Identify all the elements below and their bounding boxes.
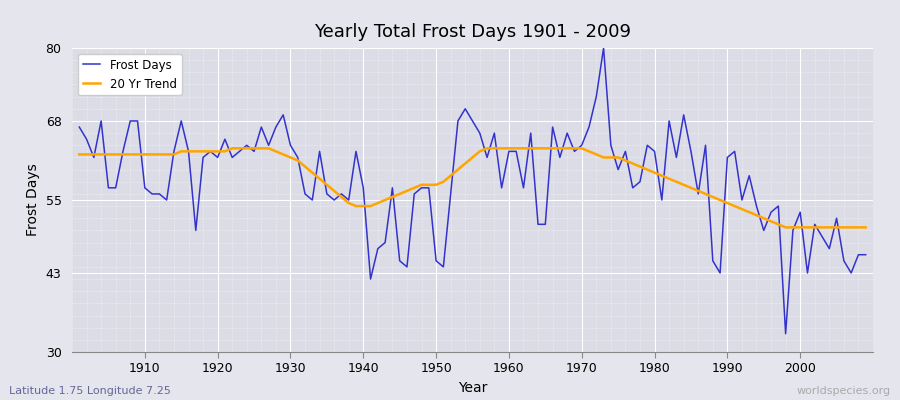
Frost Days [780, 331, 791, 336]
20 Yr Trend [343, 201, 354, 206]
Y-axis label: Frost Days: Frost Days [26, 164, 40, 236]
20 Yr Trend [300, 164, 310, 169]
Frost Days [74, 125, 85, 130]
Line: Frost Days: Frost Days [79, 48, 866, 334]
Frost Days [860, 252, 871, 257]
20 Yr Trend [780, 225, 791, 230]
Text: worldspecies.org: worldspecies.org [796, 386, 891, 396]
Frost Days [336, 192, 346, 196]
20 Yr Trend [511, 146, 522, 151]
Line: 20 Yr Trend: 20 Yr Trend [79, 148, 866, 227]
Frost Days [132, 118, 143, 123]
20 Yr Trend [598, 155, 609, 160]
Frost Days [292, 155, 303, 160]
20 Yr Trend [503, 146, 514, 151]
X-axis label: Year: Year [458, 381, 487, 395]
Title: Yearly Total Frost Days 1901 - 2009: Yearly Total Frost Days 1901 - 2009 [314, 23, 631, 41]
Frost Days [591, 94, 602, 99]
20 Yr Trend [74, 152, 85, 157]
Frost Days [598, 46, 609, 50]
Frost Days [496, 186, 507, 190]
20 Yr Trend [860, 225, 871, 230]
Text: Latitude 1.75 Longitude 7.25: Latitude 1.75 Longitude 7.25 [9, 386, 171, 396]
20 Yr Trend [227, 146, 238, 151]
20 Yr Trend [132, 152, 143, 157]
Legend: Frost Days, 20 Yr Trend: Frost Days, 20 Yr Trend [78, 54, 182, 95]
Frost Days [503, 149, 514, 154]
